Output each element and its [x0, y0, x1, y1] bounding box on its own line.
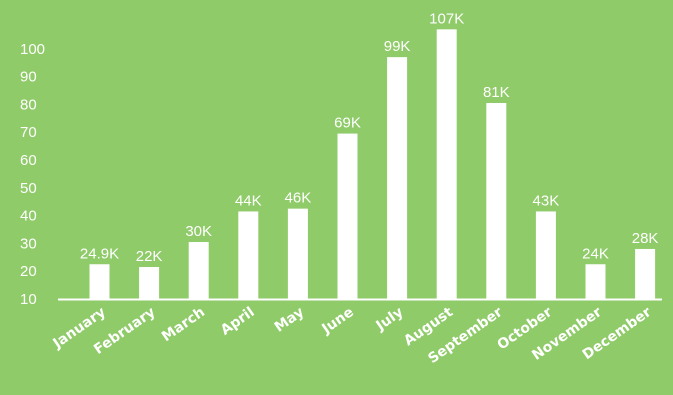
y-tick-label: 30: [20, 235, 37, 252]
data-label: 28K: [632, 230, 659, 247]
x-tick-label: May: [272, 304, 307, 336]
bar: [387, 57, 408, 299]
bar: [337, 133, 358, 299]
y-tick-label: 50: [20, 180, 37, 197]
x-tick-label: July: [373, 304, 407, 334]
y-tick-label: 60: [20, 152, 37, 169]
bar: [139, 267, 160, 299]
y-tick-label: 40: [20, 208, 37, 225]
y-tick-label: 10: [20, 291, 37, 308]
data-label: 99K: [384, 38, 411, 55]
data-label: 24.9K: [80, 245, 119, 262]
bar: [635, 248, 656, 299]
data-label: 69K: [334, 115, 361, 132]
data-label: 46K: [285, 190, 312, 207]
bar: [436, 29, 457, 300]
y-tick-label: 80: [20, 96, 37, 113]
bar: [535, 211, 556, 299]
bar: [486, 103, 507, 299]
bar: [585, 264, 606, 299]
data-label: 30K: [185, 223, 212, 240]
data-label: 44K: [235, 192, 262, 209]
bar: [287, 208, 308, 299]
data-label: 24K: [582, 245, 609, 262]
bars: 24.9K 22K 30K 44K 46K 69K 99K 107K 81K 43K 24K 28K: [80, 10, 659, 300]
bar: [188, 242, 209, 299]
bar: [238, 211, 259, 299]
data-label: 43K: [533, 192, 560, 209]
bar: [89, 264, 110, 299]
data-label: 81K: [483, 84, 510, 101]
data-label: 107K: [429, 10, 464, 27]
y-tick-label: 70: [20, 124, 37, 141]
y-axis: 10 20 30 40 50 60 70 80 90 100: [20, 41, 45, 308]
x-tick-label: March: [159, 304, 208, 345]
data-label: 22K: [136, 248, 163, 265]
y-tick-label: 100: [20, 41, 45, 58]
x-tick-label: April: [218, 304, 258, 339]
y-tick-label: 20: [20, 263, 37, 280]
y-tick-label: 90: [20, 69, 37, 86]
x-tick-label: June: [318, 304, 356, 338]
